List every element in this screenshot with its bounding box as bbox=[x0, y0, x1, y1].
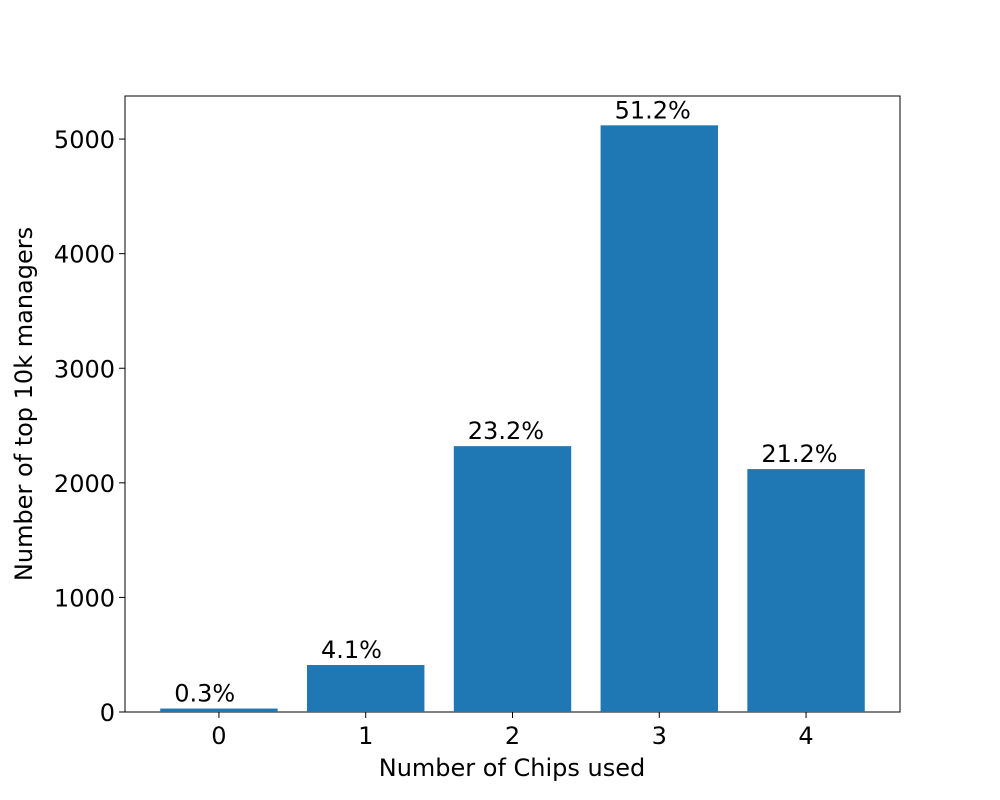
value-label: 4.1% bbox=[321, 636, 382, 664]
x-tick-label: 1 bbox=[358, 722, 373, 750]
value-label: 51.2% bbox=[615, 96, 691, 124]
y-tick-label: 4000 bbox=[54, 241, 115, 269]
y-axis-label: Number of top 10k managers bbox=[10, 227, 38, 581]
value-label: 0.3% bbox=[174, 680, 235, 708]
y-tick-label: 1000 bbox=[54, 584, 115, 612]
y-tick-label: 2000 bbox=[54, 470, 115, 498]
x-tick-label: 4 bbox=[798, 722, 813, 750]
x-tick-label: 2 bbox=[505, 722, 520, 750]
bar bbox=[747, 469, 865, 712]
value-label: 21.2% bbox=[761, 440, 837, 468]
bar bbox=[600, 125, 718, 713]
bar bbox=[160, 708, 278, 712]
x-axis-label: Number of Chips used bbox=[379, 754, 646, 782]
x-tick-label: 3 bbox=[652, 722, 667, 750]
bar bbox=[453, 446, 572, 712]
value-label: 23.2% bbox=[468, 417, 544, 445]
bar bbox=[307, 665, 425, 712]
x-tick-label: 0 bbox=[211, 722, 226, 750]
y-tick-label: 0 bbox=[100, 699, 115, 727]
y-tick-label: 3000 bbox=[54, 355, 115, 383]
y-tick-label: 5000 bbox=[54, 126, 115, 154]
